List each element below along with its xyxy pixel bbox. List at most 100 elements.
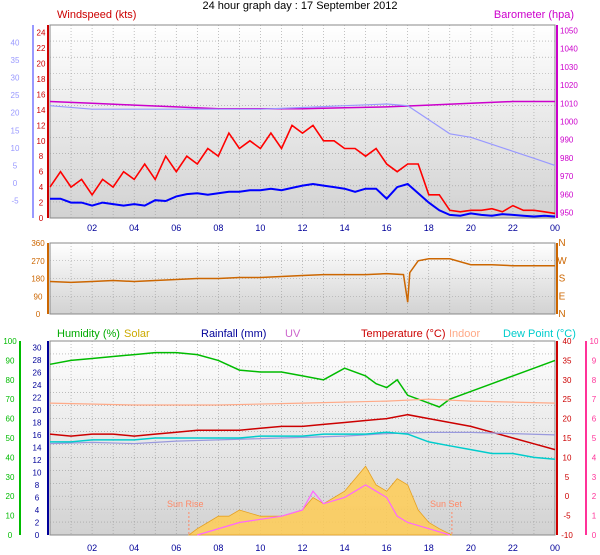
series-rainfall_line bbox=[49, 431, 556, 445]
temperature-tick: 30 bbox=[563, 376, 572, 385]
humidity-tick: 0 bbox=[8, 531, 13, 540]
wind-outer-tick: -5 bbox=[11, 196, 19, 205]
series-indoor bbox=[49, 398, 556, 406]
series-humidity bbox=[49, 351, 556, 408]
wind-x-tick: 14 bbox=[340, 223, 350, 233]
wind-left-tick: 18 bbox=[37, 75, 46, 84]
barometer-tick: 1030 bbox=[560, 63, 578, 72]
humidity-tick: 90 bbox=[6, 356, 15, 365]
series-solar bbox=[187, 465, 453, 536]
uv-tick: 6 bbox=[592, 415, 597, 424]
legend-windspeed: Windspeed (kts) bbox=[57, 9, 136, 21]
wind-x-tick: 20 bbox=[466, 223, 476, 233]
wind-outer-tick: 15 bbox=[11, 126, 20, 135]
direction-left-tick: 0 bbox=[36, 310, 41, 319]
humidity-tick: 60 bbox=[6, 415, 15, 424]
series-dew_point bbox=[50, 431, 556, 461]
rainfall-tick: 14 bbox=[33, 443, 42, 452]
humidity-tick: 100 bbox=[3, 337, 17, 346]
uv-tick: 5 bbox=[592, 434, 597, 443]
barometer-tick: 1010 bbox=[560, 99, 578, 108]
climate-x-tick: 18 bbox=[424, 543, 434, 553]
rainfall-tick: 12 bbox=[33, 456, 42, 465]
wind-x-tick: 04 bbox=[129, 223, 139, 233]
rainfall-tick: 18 bbox=[33, 418, 42, 427]
temperature-tick: 10 bbox=[563, 453, 572, 462]
legend-uv: UV bbox=[285, 328, 301, 340]
wind-left-tick: 22 bbox=[37, 44, 46, 53]
climate-x-tick: 14 bbox=[340, 543, 350, 553]
barometer-tick: 960 bbox=[560, 190, 574, 199]
generated-marks: 0202040406060808101012121414161618182020… bbox=[3, 25, 599, 553]
direction-right-tick: N bbox=[558, 309, 565, 320]
direction-left-tick: 180 bbox=[31, 275, 45, 284]
wind-x-tick: 02 bbox=[87, 223, 97, 233]
humidity-tick: 20 bbox=[6, 492, 15, 501]
series-wind_avg bbox=[50, 182, 556, 218]
wind-left-tick: 20 bbox=[37, 60, 46, 69]
uv-tick: 10 bbox=[590, 337, 599, 346]
legend-solar: Solar bbox=[124, 328, 150, 340]
uv-tick: 0 bbox=[592, 531, 597, 540]
uv-tick: 1 bbox=[592, 512, 597, 521]
humidity-tick: 10 bbox=[6, 512, 15, 521]
series-barometer bbox=[49, 100, 555, 110]
rainfall-tick: 24 bbox=[33, 381, 42, 390]
climate-x-tick: 16 bbox=[382, 543, 392, 553]
wind-x-tick: 12 bbox=[297, 223, 307, 233]
direction-right-tick: W bbox=[557, 256, 567, 267]
uv-tick: 9 bbox=[592, 356, 597, 365]
wind-left-tick: 4 bbox=[39, 183, 44, 192]
direction-left-tick: 90 bbox=[34, 292, 43, 301]
wind-outer-tick: 35 bbox=[11, 56, 20, 65]
sunrise-label: Sun Rise bbox=[167, 499, 204, 509]
legend-indoor: Indoor bbox=[449, 328, 481, 340]
wind-outer-tick: 10 bbox=[11, 144, 20, 153]
wind-left-tick: 14 bbox=[37, 106, 46, 115]
temperature-tick: 40 bbox=[563, 337, 572, 346]
wind-outer-tick: 25 bbox=[11, 91, 20, 100]
wind-left-tick: 10 bbox=[37, 137, 46, 146]
wind-left-tick: 12 bbox=[37, 121, 46, 130]
humidity-tick: 70 bbox=[6, 395, 15, 404]
barometer-tick: 970 bbox=[560, 172, 574, 181]
legend-rainfall: Rainfall (mm) bbox=[201, 328, 266, 340]
barometer-tick: 1040 bbox=[560, 45, 578, 54]
rainfall-tick: 30 bbox=[33, 343, 42, 352]
direction-right-tick: E bbox=[559, 291, 566, 302]
wind-outer-tick: 30 bbox=[11, 74, 20, 83]
direction-right-tick: S bbox=[559, 274, 566, 285]
direction-left-tick: 270 bbox=[31, 257, 45, 266]
direction-left-tick: 360 bbox=[31, 239, 45, 248]
wind-left-tick: 6 bbox=[39, 168, 44, 177]
series-wind_gust bbox=[49, 124, 556, 215]
climate-x-tick: 08 bbox=[213, 543, 223, 553]
climate-x-tick: 04 bbox=[129, 543, 139, 553]
temperature-tick: 0 bbox=[565, 492, 570, 501]
sunset-label: Sun Set bbox=[430, 499, 463, 509]
direction-right-tick: N bbox=[558, 238, 565, 249]
series-temperature bbox=[49, 413, 556, 451]
wind-left-tick: 0 bbox=[39, 214, 44, 223]
series-uv_line bbox=[197, 484, 450, 536]
wind-outer-tick: 0 bbox=[13, 179, 18, 188]
barometer-tick: 1000 bbox=[560, 118, 578, 127]
temperature-tick: 20 bbox=[563, 415, 572, 424]
legend-humidity: Humidity (%) bbox=[57, 328, 120, 340]
wind-x-tick: 18 bbox=[424, 223, 434, 233]
uv-tick: 7 bbox=[592, 395, 597, 404]
rainfall-tick: 4 bbox=[35, 506, 40, 515]
legend-barometer: Barometer (hpa) bbox=[494, 9, 574, 21]
barometer-tick: 950 bbox=[560, 209, 574, 218]
climate-x-tick: 12 bbox=[297, 543, 307, 553]
humidity-tick: 30 bbox=[6, 473, 15, 482]
climate-x-tick: 22 bbox=[508, 543, 518, 553]
wind-x-tick: 22 bbox=[508, 223, 518, 233]
temperature-tick: 15 bbox=[563, 434, 572, 443]
rainfall-tick: 20 bbox=[33, 406, 42, 415]
temperature-tick: -5 bbox=[563, 512, 571, 521]
humidity-tick: 80 bbox=[6, 376, 15, 385]
uv-tick: 3 bbox=[592, 473, 597, 482]
rainfall-tick: 26 bbox=[33, 368, 42, 377]
